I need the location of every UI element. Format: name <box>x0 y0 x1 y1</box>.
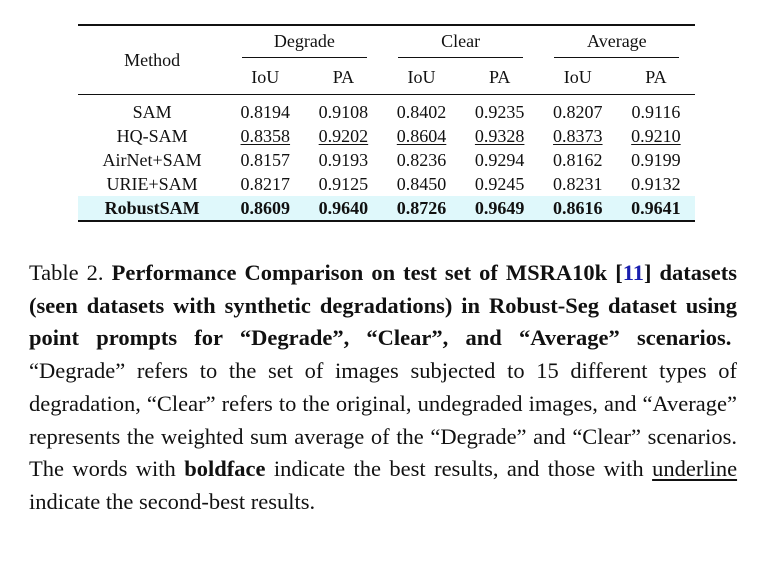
value-cell: 0.8616 <box>538 196 617 222</box>
value-cell: 0.8157 <box>226 148 304 172</box>
value-text: 0.9235 <box>474 102 525 122</box>
caption-underline-word: underline <box>652 456 738 482</box>
value-text: 0.9108 <box>318 102 369 122</box>
metric-header: PA <box>616 60 695 95</box>
value-text: 0.8609 <box>240 198 291 218</box>
metric-header: IoU <box>226 60 305 95</box>
value-text: 0.9641 <box>631 198 681 218</box>
group-header-average: Average <box>538 24 695 60</box>
value-cell: 0.9116 <box>617 95 695 125</box>
value-cell: 0.8162 <box>539 148 617 172</box>
table-row: URIE+SAM 0.8217 0.9125 0.8450 0.9245 0.8231 0.… <box>78 172 695 196</box>
value-cell: 0.8450 <box>382 172 460 196</box>
table-row: HQ-SAM 0.8358 0.9202 0.8604 0.9328 0.8373 0.92… <box>78 124 695 148</box>
caption-body: “Degrade” refers to the set of images su… <box>29 358 737 482</box>
value-text: 0.8402 <box>396 102 447 122</box>
value-cell: 0.8726 <box>382 196 461 222</box>
method-cell: HQ-SAM <box>116 126 188 146</box>
value-cell: 0.9328 <box>461 124 539 148</box>
value-text: 0.9328 <box>474 126 525 146</box>
value-text: 0.8162 <box>553 150 603 170</box>
value-text: 0.9245 <box>474 174 525 194</box>
caption-boldface-word: boldface <box>184 456 266 482</box>
metric-header: PA <box>460 60 539 95</box>
value-cell: 0.9199 <box>617 148 695 172</box>
value-text: 0.9210 <box>631 126 681 146</box>
value-cell: 0.8358 <box>226 124 304 148</box>
method-cell: URIE+SAM <box>106 174 198 194</box>
method-cell: AirNet+SAM <box>102 150 202 170</box>
value-cell: 0.9210 <box>617 124 695 148</box>
value-text: 0.8157 <box>240 150 291 170</box>
value-cell: 0.9294 <box>461 148 539 172</box>
value-text: 0.8217 <box>240 174 291 194</box>
caption-label: Table 2. <box>29 260 104 285</box>
value-cell: 0.8604 <box>382 124 460 148</box>
value-cell: 0.9649 <box>460 196 539 222</box>
citation-link[interactable]: 11 <box>622 260 644 285</box>
method-cell: RobustSAM <box>78 196 227 222</box>
value-text: 0.8726 <box>396 198 447 218</box>
table-metric-header-row: IoU PA IoU PA IoU PA <box>78 60 695 95</box>
table-row: AirNet+SAM 0.8157 0.9193 0.8236 0.9294 0.8162… <box>78 148 695 172</box>
method-cell: SAM <box>132 102 172 122</box>
value-text: 0.9649 <box>474 198 525 218</box>
value-text: 0.9116 <box>631 102 681 122</box>
group-header-clear: Clear <box>382 24 539 60</box>
results-table-container: Method Degrade Clear Average IoU PA IoU … <box>78 24 695 222</box>
value-cell: 0.9641 <box>616 196 695 222</box>
value-text: 0.8358 <box>240 126 291 146</box>
table-caption: Table 2. Performance Comparison on test … <box>29 257 737 519</box>
value-cell: 0.9640 <box>304 196 383 222</box>
caption-bold-title: Performance Comparison on test set of MS… <box>29 260 737 351</box>
caption-body: indicate the best results, and those wit… <box>273 456 644 482</box>
value-text: 0.8194 <box>240 102 291 122</box>
value-cell: 0.9193 <box>304 148 382 172</box>
value-text: 0.8231 <box>553 174 603 194</box>
value-text: 0.8604 <box>396 126 447 146</box>
metric-header: IoU <box>538 60 617 95</box>
metric-header: IoU <box>382 60 461 95</box>
value-text: 0.8450 <box>396 174 447 194</box>
value-text: 0.8207 <box>553 102 603 122</box>
value-cell: 0.8609 <box>226 196 305 222</box>
value-cell: 0.9235 <box>461 95 539 125</box>
value-text: 0.9202 <box>318 126 369 146</box>
value-cell: 0.8373 <box>539 124 617 148</box>
value-cell: 0.8217 <box>226 172 304 196</box>
value-cell: 0.9202 <box>304 124 382 148</box>
value-text: 0.8373 <box>553 126 603 146</box>
value-text: 0.8616 <box>553 198 603 218</box>
value-text: 0.8236 <box>396 150 447 170</box>
table-row: SAM 0.8194 0.9108 0.8402 0.9235 0.8207 0.9116 <box>78 95 695 125</box>
group-header-degrade: Degrade <box>226 24 383 60</box>
value-cell: 0.8207 <box>539 95 617 125</box>
value-cell: 0.8236 <box>382 148 460 172</box>
value-text: 0.9640 <box>318 198 369 218</box>
method-column-header: Method <box>78 24 227 95</box>
value-text: 0.9199 <box>631 150 681 170</box>
value-cell: 0.8194 <box>226 95 304 125</box>
value-cell: 0.8402 <box>382 95 460 125</box>
table-row-best: RobustSAM 0.8609 0.9640 0.8726 0.9649 0.8616 0… <box>78 196 695 222</box>
caption-body: indicate the second-best results. <box>29 488 316 514</box>
value-cell: 0.9132 <box>617 172 695 196</box>
value-cell: 0.9245 <box>461 172 539 196</box>
value-text: 0.9132 <box>631 174 681 194</box>
results-table: Method Degrade Clear Average IoU PA IoU … <box>78 24 695 222</box>
value-cell: 0.9108 <box>304 95 382 125</box>
table-group-header-row: Method Degrade Clear Average <box>78 24 695 95</box>
value-text: 0.9294 <box>474 150 525 170</box>
metric-header: PA <box>304 60 383 95</box>
value-text: 0.9125 <box>318 174 369 194</box>
value-cell: 0.9125 <box>304 172 382 196</box>
value-text: 0.9193 <box>318 150 369 170</box>
table-body: SAM 0.8194 0.9108 0.8402 0.9235 0.8207 0.9116 H… <box>78 95 695 222</box>
value-cell: 0.8231 <box>539 172 617 196</box>
